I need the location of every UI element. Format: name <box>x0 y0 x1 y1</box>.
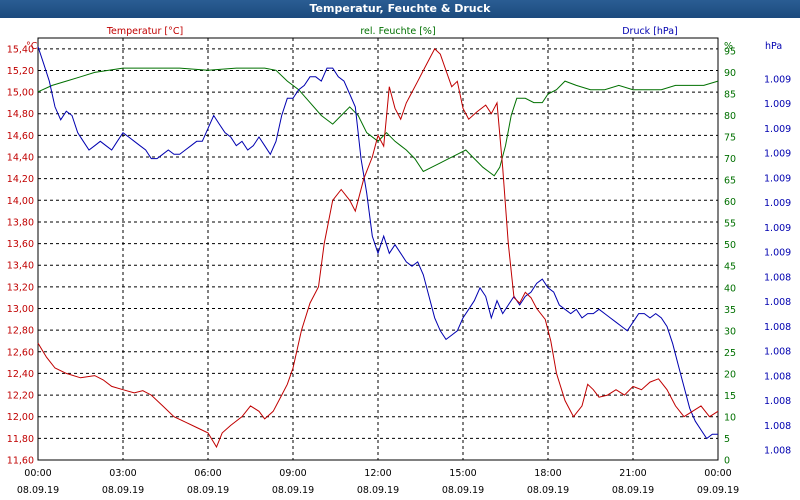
x-tick-time: 21:00 <box>619 468 646 479</box>
temperature-tick-label: 12,60 <box>7 347 34 358</box>
humidity-tick-label: 70 <box>724 154 736 165</box>
temperature-unit: °C <box>26 41 38 52</box>
series-line-temperature <box>37 47 719 449</box>
temperature-tick-label: 13,40 <box>7 261 34 272</box>
pressure-tick-label: 1.008 <box>764 396 791 407</box>
temperature-tick-label: 12,80 <box>7 326 34 337</box>
x-tick-time: 03:00 <box>109 468 136 479</box>
temperature-tick-label: 14,00 <box>7 196 34 207</box>
humidity-tick-label: 10 <box>724 412 736 423</box>
temperature-tick-label: 13,80 <box>7 217 34 228</box>
humidity-tick-label: 75 <box>724 133 736 144</box>
temperature-tick-label: 11,60 <box>7 456 34 467</box>
chart-area: 11,60 11,80 12,00 12,20 12,40 12,60 12,80 13,00… <box>7 26 791 496</box>
humidity-tick-label: 35 <box>724 305 736 316</box>
humidity-tick-label: 90 <box>724 68 736 79</box>
humidity-tick-label: 30 <box>724 326 736 337</box>
humidity-axis-title: rel. Feuchte [%] <box>360 26 435 37</box>
x-tick-date: 08.09.19 <box>442 485 484 496</box>
humidity-tick-label: 25 <box>724 348 736 359</box>
humidity-tick-label: 55 <box>724 219 736 230</box>
temperature-tick-label: 12,00 <box>7 412 34 423</box>
humidity-tick-label: 50 <box>724 240 736 251</box>
pressure-tick-label: 1.008 <box>764 322 791 333</box>
humidity-axis: 0 5 10 15 20 25 30 35 40 45 50 55 60 65 70 75 80 85 90 95 <box>724 46 736 466</box>
pressure-tick-label: 1.009 <box>764 124 791 135</box>
temperature-tick-label: 14,40 <box>7 153 34 164</box>
pressure-tick-label: 1.008 <box>764 272 791 283</box>
pressure-tick-label: 1.009 <box>764 248 791 259</box>
humidity-tick-label: 5 <box>724 434 730 445</box>
pressure-tick-label: 1.009 <box>764 149 791 160</box>
humidity-tick-label: 65 <box>724 176 736 187</box>
x-tick-date: 09.09.19 <box>697 485 739 496</box>
chart-title: Temperatur, Feuchte & Druck <box>0 0 800 18</box>
x-tick-date: 08.09.19 <box>17 485 59 496</box>
x-tick-time: 00:00 <box>24 468 51 479</box>
pressure-tick-label: 1.008 <box>764 347 791 358</box>
temperature-tick-label: 13,60 <box>7 239 34 250</box>
x-tick-date: 08.09.19 <box>357 485 399 496</box>
humidity-tick-label: 45 <box>724 262 736 273</box>
horizontal-gridlines <box>38 48 718 461</box>
series-line-pressure <box>37 46 718 440</box>
pressure-tick-label: 1.009 <box>764 223 791 234</box>
humidity-tick-label: 85 <box>724 89 736 100</box>
vertical-gridlines <box>122 38 634 460</box>
temperature-tick-label: 14,60 <box>7 131 34 142</box>
x-tick-date: 08.09.19 <box>612 485 654 496</box>
series-line-humidity <box>37 67 719 177</box>
x-tick-time: 09:00 <box>279 468 306 479</box>
temperature-tick-label: 12,20 <box>7 391 34 402</box>
humidity-unit: % <box>724 41 733 52</box>
pressure-unit: hPa <box>765 41 782 52</box>
x-tick-time: 12:00 <box>364 468 391 479</box>
humidity-tick-label: 20 <box>724 369 736 380</box>
x-tick-time: 00:00 <box>704 468 731 479</box>
pressure-tick-label: 1.009 <box>764 99 791 110</box>
x-tick-date: 08.09.19 <box>272 485 314 496</box>
pressure-axis-title: Druck [hPa] <box>622 26 678 37</box>
pressure-tick-label: 1.009 <box>764 75 791 86</box>
temperature-tick-label: 14,80 <box>7 109 34 120</box>
temperature-axis-title: Temperatur [°C] <box>106 26 183 37</box>
pressure-axis: 1.008 1.008 1.008 1.008 1.008 1.008 1.008 1.008… <box>764 75 791 457</box>
humidity-tick-label: 80 <box>724 111 736 122</box>
x-tick-time: 06:00 <box>194 468 221 479</box>
humidity-tick-label: 0 <box>724 456 730 467</box>
humidity-tick-label: 15 <box>724 391 736 402</box>
x-tick-time: 18:00 <box>534 468 561 479</box>
temperature-tick-label: 13,20 <box>7 282 34 293</box>
x-tick-date: 08.09.19 <box>187 485 229 496</box>
pressure-tick-label: 1.008 <box>764 371 791 382</box>
x-tick-date: 08.09.19 <box>527 485 569 496</box>
temperature-tick-label: 15,40 <box>7 44 34 55</box>
time-axis: 00:00 08.09.19 03:00 08.09.19 06:00 08.09.19 0… <box>17 468 739 496</box>
temperature-axis: 11,60 11,80 12,00 12,20 12,40 12,60 12,80 13,00… <box>7 44 34 466</box>
pressure-tick-label: 1.008 <box>764 446 791 457</box>
x-tick-date: 08.09.19 <box>102 485 144 496</box>
temperature-tick-label: 13,00 <box>7 304 34 315</box>
humidity-tick-label: 60 <box>724 197 736 208</box>
pressure-tick-label: 1.008 <box>764 421 791 432</box>
temperature-tick-label: 12,40 <box>7 369 34 380</box>
humidity-tick-label: 40 <box>724 283 736 294</box>
humidity-tick-label: 95 <box>724 46 736 57</box>
x-tick-time: 15:00 <box>449 468 476 479</box>
pressure-tick-label: 1.008 <box>764 297 791 308</box>
temperature-tick-label: 11,80 <box>7 434 34 445</box>
temperature-tick-label: 14,20 <box>7 174 34 185</box>
temperature-tick-label: 15,00 <box>7 88 34 99</box>
temperature-tick-label: 15,20 <box>7 66 34 77</box>
pressure-tick-label: 1.009 <box>764 198 791 209</box>
pressure-tick-label: 1.009 <box>764 173 791 184</box>
